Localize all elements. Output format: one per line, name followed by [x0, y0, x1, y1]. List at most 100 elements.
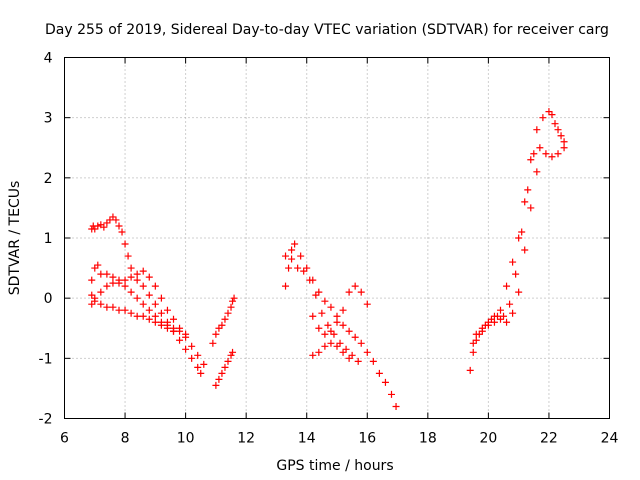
data-point: [118, 228, 126, 236]
data-point: [121, 282, 129, 290]
data-point: [133, 270, 141, 278]
data-point: [351, 282, 359, 290]
data-point: [518, 228, 526, 236]
data-point: [339, 321, 347, 329]
y-tick-label: 4: [44, 51, 53, 67]
data-point: [533, 168, 541, 176]
data-point: [209, 339, 217, 347]
data-point: [112, 216, 120, 224]
data-point: [327, 327, 335, 335]
data-point: [145, 291, 153, 299]
series-group: [472, 168, 541, 338]
x-tick-label: 24: [601, 431, 619, 447]
data-point: [521, 246, 529, 254]
data-point: [554, 150, 562, 158]
data-point: [530, 150, 538, 158]
data-point: [145, 306, 153, 314]
data-point: [100, 223, 108, 231]
series-group: [212, 348, 237, 389]
chart-title: Day 255 of 2019, Sidereal Day-to-day VTE…: [45, 22, 609, 38]
data-point: [493, 312, 501, 320]
data-point: [94, 261, 102, 269]
data-point: [333, 312, 341, 320]
data-point: [139, 267, 147, 275]
data-point: [524, 186, 532, 194]
data-point: [282, 282, 290, 290]
data-point: [536, 144, 544, 152]
data-point: [109, 213, 117, 221]
y-tick-label: 1: [44, 231, 53, 247]
data-point: [145, 273, 153, 281]
data-point: [309, 351, 317, 359]
data-point: [221, 363, 229, 371]
data-point: [121, 276, 129, 284]
data-point: [151, 318, 159, 326]
data-point: [218, 321, 226, 329]
data-point: [182, 330, 190, 338]
data-point: [303, 264, 311, 272]
data-point: [285, 264, 293, 272]
data-point: [291, 240, 299, 248]
x-axis-label: GPS time / hours: [276, 458, 393, 474]
data-point: [509, 258, 517, 266]
data-point: [487, 315, 495, 323]
data-point: [548, 153, 556, 161]
data-point: [103, 303, 111, 311]
data-point: [133, 276, 141, 284]
data-point: [339, 306, 347, 314]
data-point: [484, 321, 492, 329]
data-point: [91, 264, 99, 272]
data-point: [500, 312, 508, 320]
data-point: [339, 348, 347, 356]
x-tick-labels: 6 8 10 12 14 16 18 20 22 24: [60, 431, 618, 447]
data-point: [109, 303, 117, 311]
data-point: [197, 369, 205, 377]
data-point: [282, 252, 290, 260]
data-point: [170, 327, 177, 335]
data-point: [212, 381, 220, 389]
data-point: [345, 327, 353, 335]
data-point: [315, 288, 323, 296]
data-point: [288, 246, 296, 254]
data-point: [97, 270, 105, 278]
x-tick-label: 8: [121, 431, 130, 447]
data-point: [103, 282, 111, 290]
data-point: [194, 351, 202, 359]
data-point: [336, 339, 344, 347]
data-point: [497, 306, 504, 314]
data-point: [229, 297, 237, 305]
data-point: [145, 315, 153, 323]
data-point: [321, 330, 329, 338]
data-point: [182, 345, 190, 353]
data-point: [503, 318, 511, 326]
series-group: [88, 291, 177, 335]
y-tick-label: -2: [39, 412, 53, 428]
data-point: [318, 309, 326, 317]
data-point: [478, 327, 486, 335]
data-point: [215, 324, 223, 332]
data-point: [345, 288, 353, 296]
data-point: [109, 273, 117, 281]
data-point: [133, 294, 141, 302]
data-point: [327, 339, 335, 347]
data-point: [157, 321, 165, 329]
data-point: [381, 378, 389, 386]
series-group: [309, 282, 371, 338]
data-point: [151, 312, 159, 320]
data-point: [227, 351, 235, 359]
data-point: [94, 222, 102, 230]
data-point: [351, 333, 359, 341]
data-point: [127, 309, 135, 317]
data-point: [288, 255, 296, 263]
data-point: [560, 144, 568, 152]
data-point: [321, 342, 329, 350]
data-point: [497, 315, 504, 323]
data-point: [163, 306, 171, 314]
series-group: [88, 213, 205, 377]
data-point: [312, 291, 320, 299]
data-point: [88, 300, 96, 308]
data-point: [297, 252, 305, 260]
data-point: [533, 126, 541, 134]
data-point: [115, 279, 123, 287]
data-point: [392, 402, 400, 410]
